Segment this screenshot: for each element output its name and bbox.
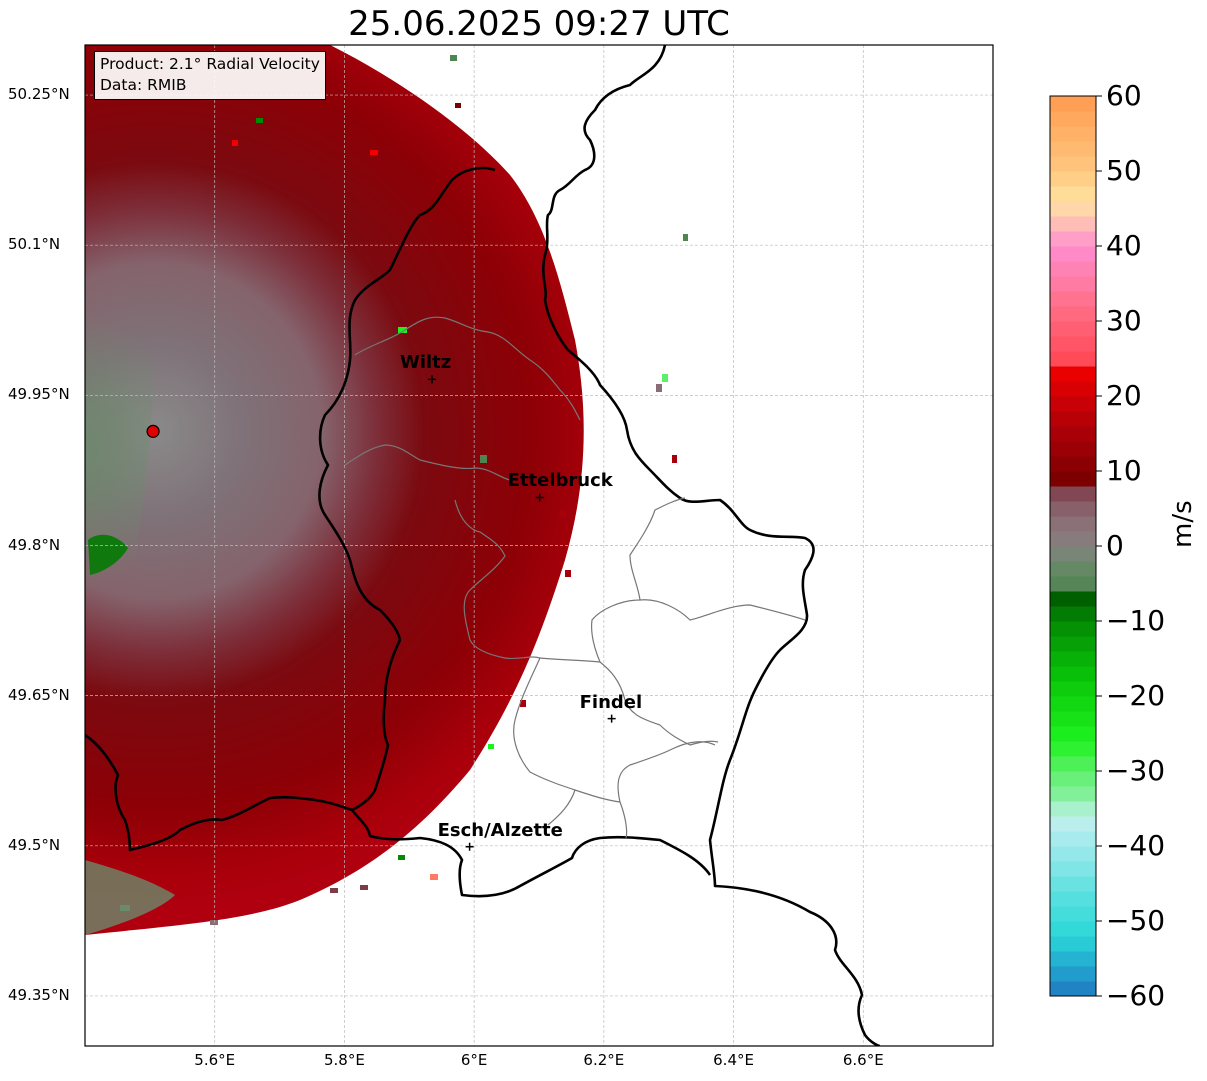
city-label: Esch/Alzette <box>437 819 563 841</box>
map-frame <box>84 44 994 1047</box>
city-label: Findel <box>579 691 643 713</box>
colorbar-tick-label: −40 <box>1106 828 1166 862</box>
map-title: 25.06.2025 09:27 UTC <box>348 4 730 44</box>
radar-site-marker[interactable] <box>146 424 160 438</box>
colorbar-tick-label: 40 <box>1106 228 1142 262</box>
lon-tick-label: 6.6°E <box>842 1051 884 1069</box>
info-box: Product: 2.1° Radial Velocity Data: RMIB <box>94 51 326 100</box>
city-marker-ettelbruck[interactable] <box>535 493 544 502</box>
city-markers <box>427 375 616 851</box>
lat-tick-label: 50.1°N <box>8 235 61 254</box>
national-borders <box>85 45 881 1046</box>
lon-tick-label: 5.8°E <box>324 1051 365 1069</box>
lat-tick-label: 49.95°N <box>8 385 70 404</box>
echo-speckles <box>120 55 688 925</box>
colorbar-unit-label: m/s <box>1168 500 1198 548</box>
product-line: Product: 2.1° Radial Velocity <box>100 55 320 73</box>
lon-tick-label: 6.2°E <box>583 1051 625 1069</box>
colorbar-tick-label: 10 <box>1106 453 1142 487</box>
lon-tick-label: 6.4°E <box>713 1051 754 1069</box>
canton-borders <box>344 316 806 839</box>
inbound-velocity-core <box>88 534 128 575</box>
colorbar-tick-label: 60 <box>1106 78 1142 112</box>
belgium-luxembourg-border <box>318 166 496 812</box>
colorbar-tick-label: 30 <box>1106 303 1142 337</box>
city-label: Wiltz <box>399 352 452 374</box>
radial-velocity-echo <box>85 45 584 935</box>
lat-tick-label: 50.25°N <box>8 85 70 104</box>
france-belgium-border <box>85 733 353 852</box>
lat-tick-label: 49.5°N <box>8 835 61 854</box>
city-label: Ettelbruck <box>507 470 613 492</box>
lon-tick-label: 5.6°E <box>194 1051 236 1069</box>
germany-luxembourg-border <box>542 45 881 1046</box>
colorbar-tick-label: −30 <box>1106 753 1166 787</box>
colorbar-tick-label: 50 <box>1106 153 1142 187</box>
data-source-line: Data: RMIB <box>100 76 187 94</box>
colorbar-tick-label: −20 <box>1106 678 1166 712</box>
city-marker-wiltz[interactable] <box>427 375 436 384</box>
lat-tick-label: 49.35°N <box>8 985 70 1004</box>
city-marker-findel[interactable] <box>607 714 616 723</box>
colorbar-tick-label: −50 <box>1106 903 1166 937</box>
colorbar-tick-label: 20 <box>1106 378 1142 412</box>
lon-tick-label: 6°E <box>460 1051 488 1069</box>
inbound-velocity-south <box>85 860 175 935</box>
colorbar-tick-label: −10 <box>1106 603 1166 637</box>
colorbar-tick-label: 0 <box>1106 528 1124 562</box>
lat-tick-label: 49.65°N <box>8 685 70 704</box>
france-luxembourg-border <box>350 809 712 898</box>
city-marker-esch-alzette[interactable] <box>465 842 474 851</box>
colorbar-tick-label: −60 <box>1106 978 1166 1012</box>
lat-tick-label: 49.8°N <box>8 535 61 554</box>
